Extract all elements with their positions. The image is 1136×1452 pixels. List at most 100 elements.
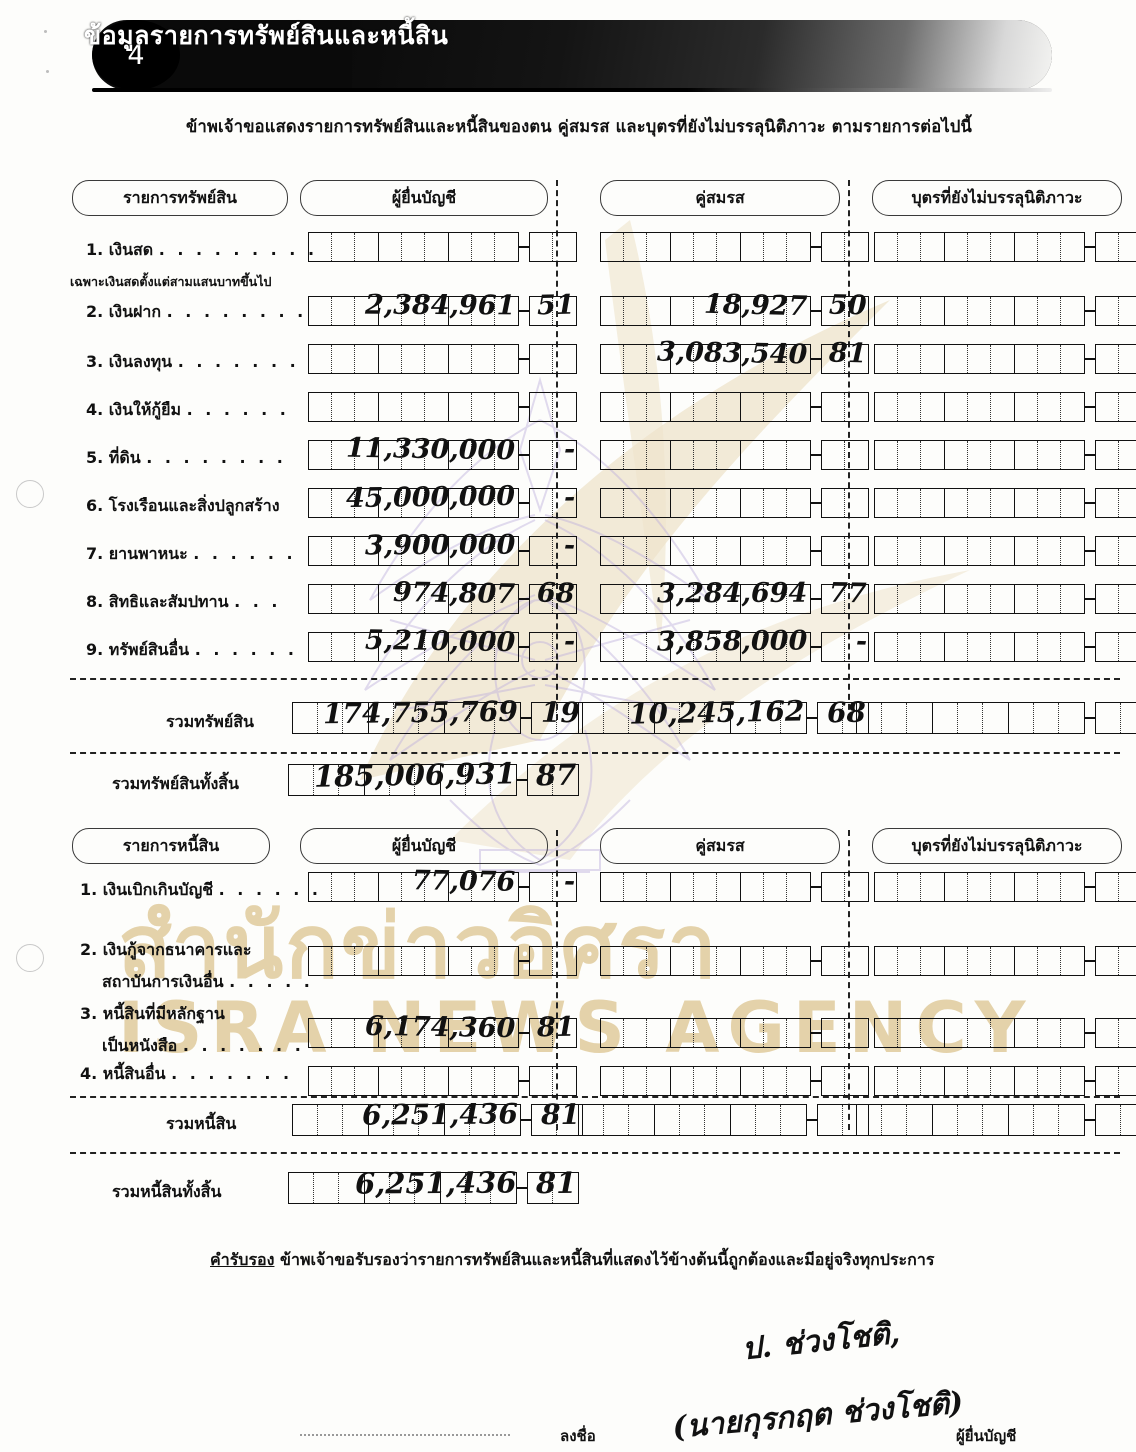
amount-cell <box>968 585 991 613</box>
asset-amount-4-children[interactable] <box>874 392 1136 422</box>
asset-amount-4-declarant[interactable] <box>308 392 577 422</box>
decimal-cell <box>553 393 576 421</box>
decimal-cell <box>1096 703 1121 733</box>
decimal-cell <box>553 297 576 325</box>
asset-amount-5-declarant[interactable] <box>308 440 577 470</box>
decimal-box <box>1095 1066 1136 1096</box>
decimal-cell <box>822 441 845 469</box>
amount-cell <box>968 345 991 373</box>
amount-cell <box>968 441 991 469</box>
amount-cell <box>717 489 740 517</box>
amount-cell <box>958 703 983 733</box>
asset-amount-4-spouse[interactable] <box>600 392 869 422</box>
liability-amount-1-declarant[interactable] <box>308 872 577 902</box>
liability-amount-2-children[interactable] <box>874 946 1136 976</box>
amount-group <box>1015 584 1085 614</box>
banner-gradient <box>352 20 1052 90</box>
liability-amount-3-spouse[interactable] <box>600 1018 869 1048</box>
amount-cell <box>355 873 378 901</box>
amount-cell <box>945 537 968 565</box>
liability-amount-3-children[interactable] <box>874 1018 1136 1048</box>
liabilities-subtotal-declarant[interactable] <box>292 1104 583 1136</box>
decimal-cell <box>845 297 868 325</box>
asset-amount-6-declarant[interactable] <box>308 488 577 518</box>
amount-cell <box>495 1105 520 1135</box>
decimal-dash <box>811 646 821 648</box>
asset-amount-1-declarant[interactable] <box>308 232 577 262</box>
decimal-box <box>821 296 869 326</box>
asset-amount-8-children[interactable] <box>874 584 1136 614</box>
amount-cell <box>449 1067 472 1095</box>
liabilities-subtotal-spouse[interactable] <box>578 1104 869 1136</box>
asset-amount-7-declarant[interactable] <box>308 536 577 566</box>
liability-amount-3-declarant[interactable] <box>308 1018 577 1048</box>
amount-group <box>379 232 449 262</box>
amount-group <box>288 764 365 796</box>
amount-group <box>671 296 741 326</box>
liability-amount-4-spouse[interactable] <box>600 1066 869 1096</box>
liabilities-subtotal-children[interactable] <box>856 1104 1136 1136</box>
asset-amount-9-spouse[interactable] <box>600 632 869 662</box>
decimal-box <box>821 536 869 566</box>
assets-subtotal-children[interactable] <box>856 702 1136 734</box>
signature-mark-lower: (นายกุรกฤต ช่วงโชติ) <box>671 1379 966 1451</box>
amount-cell <box>601 393 624 421</box>
amount-cell <box>764 393 787 421</box>
decimal-box <box>529 632 577 662</box>
asset-amount-6-spouse[interactable] <box>600 488 869 518</box>
asset-amount-7-children[interactable] <box>874 536 1136 566</box>
amount-group <box>365 1172 441 1204</box>
amount-cell <box>1061 947 1084 975</box>
amount-cell <box>495 703 520 733</box>
amount-group <box>671 440 741 470</box>
asset-amount-1-spouse[interactable] <box>600 232 869 262</box>
liability-amount-1-children[interactable] <box>874 872 1136 902</box>
amount-cell <box>1059 703 1084 733</box>
amount-cell <box>694 947 717 975</box>
amount-cell <box>472 537 495 565</box>
amount-cell <box>671 873 694 901</box>
liability-row-label-3b: เป็นหนังสือ . . . . . . . <box>102 1034 304 1059</box>
assets-grandtotal-field[interactable] <box>288 764 579 796</box>
liability-amount-1-spouse[interactable] <box>600 872 869 902</box>
decimal-dash <box>807 717 817 719</box>
asset-amount-9-children[interactable] <box>874 632 1136 662</box>
decimal-cell <box>1119 489 1136 517</box>
decimal-dash <box>811 310 821 312</box>
assets-subtotal-declarant[interactable] <box>292 702 583 734</box>
liability-amount-4-children[interactable] <box>874 1066 1136 1096</box>
amount-cell <box>968 873 991 901</box>
asset-amount-3-children[interactable] <box>874 344 1136 374</box>
asset-amount-3-declarant[interactable] <box>308 344 577 374</box>
amount-group <box>1015 946 1085 976</box>
asset-amount-1-children[interactable] <box>874 232 1136 262</box>
asset-amount-8-declarant[interactable] <box>308 584 577 614</box>
asset-amount-8-spouse[interactable] <box>600 584 869 614</box>
asset-amount-2-declarant[interactable] <box>308 296 577 326</box>
asset-amount-9-declarant[interactable] <box>308 632 577 662</box>
asset-amount-3-spouse[interactable] <box>600 344 869 374</box>
liabilities-grandtotal-field[interactable] <box>288 1172 579 1204</box>
decimal-cell <box>822 537 845 565</box>
amount-group <box>449 872 519 902</box>
amount-cell <box>907 703 932 733</box>
liability-amount-2-declarant[interactable] <box>308 946 577 976</box>
liability-amount-4-declarant[interactable] <box>308 1066 577 1096</box>
asset-amount-5-children[interactable] <box>874 440 1136 470</box>
decimal-dash <box>811 358 821 360</box>
asset-amount-5-spouse[interactable] <box>600 440 869 470</box>
amount-cell <box>741 1019 764 1047</box>
amount-cell <box>369 703 394 733</box>
decimal-box <box>1095 584 1136 614</box>
liability-amount-2-spouse[interactable] <box>600 946 869 976</box>
amount-cell <box>309 585 332 613</box>
asset-amount-2-children[interactable] <box>874 296 1136 326</box>
asset-amount-7-spouse[interactable] <box>600 536 869 566</box>
decimal-box <box>1095 344 1136 374</box>
amount-cell <box>787 1067 810 1095</box>
assets-subtotal-spouse[interactable] <box>578 702 869 734</box>
amount-group <box>945 440 1015 470</box>
asset-amount-2-spouse[interactable] <box>600 296 869 326</box>
asset-amount-6-children[interactable] <box>874 488 1136 518</box>
amount-cell <box>875 345 898 373</box>
